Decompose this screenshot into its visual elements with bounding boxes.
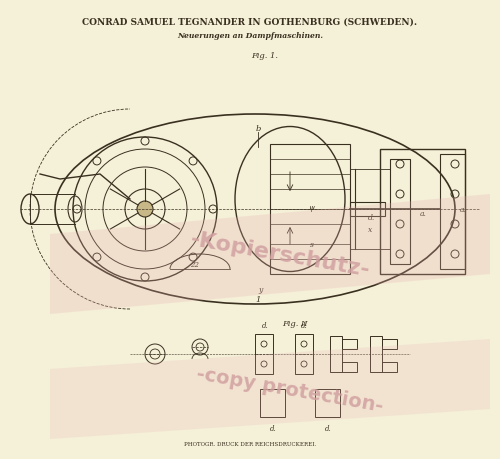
Text: Fig. 1.: Fig. 1. bbox=[252, 52, 278, 60]
Text: 1: 1 bbox=[256, 295, 260, 303]
Text: PHOTOGR. DRUCK DER REICHSDRUCKEREI.: PHOTOGR. DRUCK DER REICHSDRUCKEREI. bbox=[184, 441, 316, 446]
Text: d.: d. bbox=[324, 424, 332, 432]
Text: d.: d. bbox=[368, 213, 375, 222]
Bar bbox=[390, 160, 410, 264]
Text: y: y bbox=[258, 285, 262, 293]
Bar bbox=[342, 362, 357, 372]
Text: s: s bbox=[310, 241, 314, 248]
Text: Neuerungen an Dampfmaschinen.: Neuerungen an Dampfmaschinen. bbox=[177, 32, 323, 40]
Bar bbox=[270, 145, 350, 274]
Bar bbox=[440, 155, 465, 269]
Text: b: b bbox=[256, 125, 260, 133]
Bar bbox=[315, 389, 340, 417]
Text: ψ: ψ bbox=[308, 203, 314, 212]
Bar bbox=[260, 389, 285, 417]
Text: 22: 22 bbox=[190, 260, 200, 269]
Text: d.: d. bbox=[300, 321, 308, 329]
Text: -Kopierschutz-: -Kopierschutz- bbox=[188, 229, 372, 280]
Text: Fig. II: Fig. II bbox=[282, 319, 308, 327]
Text: d.: d. bbox=[262, 321, 268, 329]
Polygon shape bbox=[50, 195, 490, 314]
Bar bbox=[370, 336, 382, 372]
Bar bbox=[382, 362, 397, 372]
Bar bbox=[382, 339, 397, 349]
Text: CONRAD SAMUEL TEGNANDER IN GOTHENBURG (SCHWEDEN).: CONRAD SAMUEL TEGNANDER IN GOTHENBURG (S… bbox=[82, 18, 417, 27]
Bar bbox=[342, 339, 357, 349]
Polygon shape bbox=[50, 339, 490, 439]
Text: -copy protection-: -copy protection- bbox=[195, 364, 385, 415]
Bar bbox=[380, 150, 465, 274]
Circle shape bbox=[137, 202, 153, 218]
Text: a.: a. bbox=[420, 210, 427, 218]
Text: x: x bbox=[368, 225, 372, 234]
Bar bbox=[330, 336, 342, 372]
Text: d.: d. bbox=[270, 424, 276, 432]
Bar bbox=[350, 202, 385, 217]
Text: a.: a. bbox=[460, 206, 467, 213]
Bar bbox=[255, 334, 273, 374]
Bar bbox=[295, 334, 313, 374]
